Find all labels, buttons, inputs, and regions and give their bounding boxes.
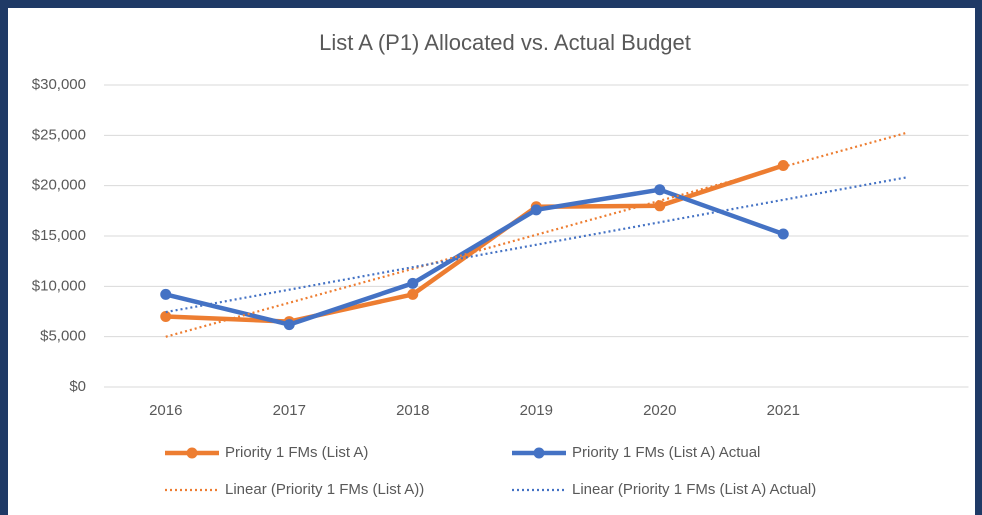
- legend-marker: [186, 447, 198, 459]
- point: [160, 288, 172, 300]
- trend-line: [165, 131, 908, 338]
- y-tick-label: $25,000: [32, 126, 86, 143]
- legend-label: Linear (Priority 1 FMs (List A)): [225, 481, 424, 498]
- x-tick-label: 2021: [767, 402, 800, 419]
- x-tick-label: 2016: [149, 402, 182, 419]
- legend-label: Priority 1 FMs (List A) Actual: [572, 444, 760, 461]
- point: [654, 184, 666, 196]
- x-tick-label: 2017: [273, 402, 306, 419]
- legend-label: Priority 1 FMs (List A): [225, 444, 368, 461]
- series-line: [165, 187, 785, 327]
- x-tick-label: 2020: [643, 402, 676, 419]
- x-tick-label: 2019: [520, 402, 553, 419]
- point: [777, 228, 789, 240]
- point: [654, 200, 666, 212]
- point: [530, 204, 542, 216]
- legend-label: Linear (Priority 1 FMs (List A) Actual): [572, 481, 816, 498]
- point: [283, 319, 295, 331]
- point: [407, 288, 419, 300]
- y-tick-label: $30,000: [32, 76, 86, 93]
- chart-title: List A (P1) Allocated vs. Actual Budget: [319, 30, 691, 55]
- point: [777, 160, 789, 172]
- legend-marker: [533, 447, 545, 459]
- point: [407, 277, 419, 289]
- y-tick-label: $5,000: [40, 328, 86, 345]
- y-tick-label: $10,000: [32, 277, 86, 294]
- y-tick-label: $15,000: [32, 227, 86, 244]
- y-tick-label: $0: [69, 378, 86, 395]
- y-tick-label: $20,000: [32, 177, 86, 194]
- trend-line: [165, 176, 907, 314]
- x-tick-label: 2018: [396, 402, 429, 419]
- point: [160, 311, 172, 323]
- chart-background: [8, 8, 975, 515]
